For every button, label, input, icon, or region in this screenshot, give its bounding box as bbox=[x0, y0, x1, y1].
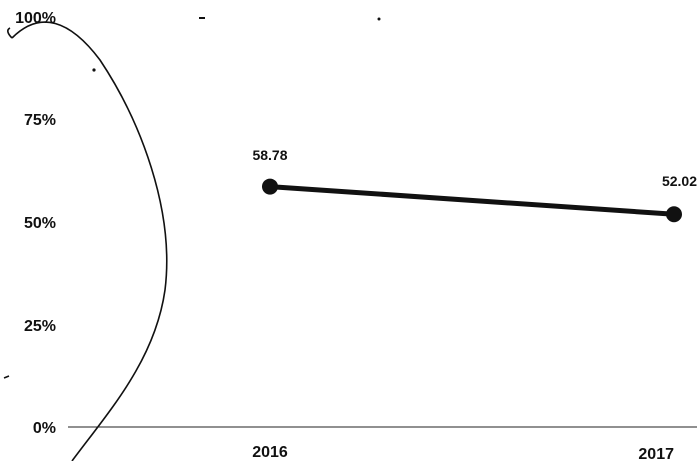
y-tick-label: 100% bbox=[15, 10, 56, 27]
data-point bbox=[666, 206, 682, 223]
y-tick-label: 25% bbox=[24, 318, 56, 335]
y-tick-label: 75% bbox=[24, 112, 56, 129]
x-tick-label: 2017 bbox=[638, 446, 674, 461]
y-tick-label: 0% bbox=[33, 420, 56, 437]
hand-drawn-ellipse-annotation bbox=[11, 21, 168, 462]
series-line bbox=[269, 184, 675, 217]
y-tick-label: 50% bbox=[24, 215, 56, 232]
data-label: 52.02 bbox=[662, 173, 697, 189]
y-axis-tick-labels: 100% 75% 50% 25% 0% bbox=[15, 10, 56, 437]
x-axis-tick-labels: 2016 2017 bbox=[252, 444, 674, 463]
scan-speck bbox=[92, 68, 96, 72]
hand-drawn-ellipse-annotation-tail bbox=[7, 27, 13, 39]
scan-speck bbox=[3, 375, 10, 379]
data-point bbox=[262, 178, 278, 195]
x-tick-label: 2016 bbox=[252, 444, 288, 461]
data-labels: 58.78 52.02 bbox=[252, 147, 697, 189]
series-layer bbox=[262, 178, 682, 223]
data-label: 58.78 bbox=[252, 147, 287, 163]
scan-speck bbox=[377, 17, 381, 21]
